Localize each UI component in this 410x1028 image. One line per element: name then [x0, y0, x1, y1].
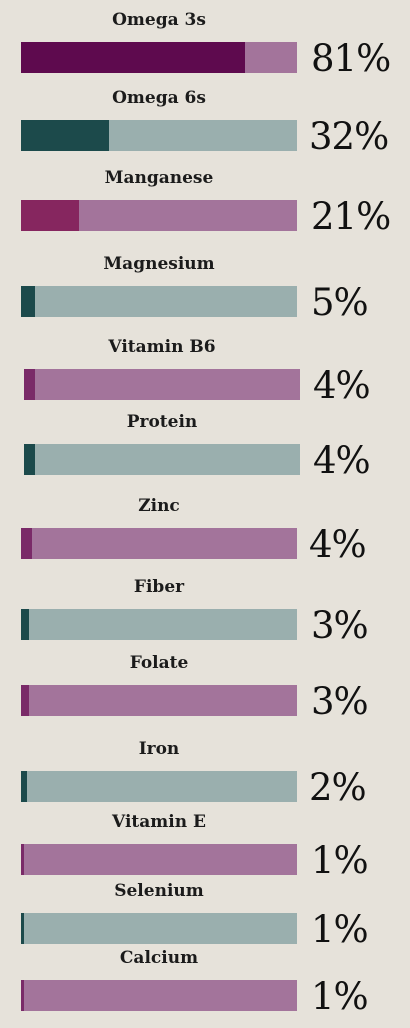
bar-fill — [21, 120, 109, 151]
value-label: 32% — [309, 115, 389, 158]
category-label: Vitamin B6 — [108, 337, 216, 357]
nutrient-row: Folate 3% — [0, 653, 410, 733]
nutrient-row: Omega 3s 81% — [0, 10, 410, 90]
category-label: Protein — [126, 412, 198, 432]
bar-track — [21, 286, 297, 317]
nutrient-row: Vitamin B6 4% — [0, 337, 410, 417]
nutrient-row: Vitamin E 1% — [0, 812, 410, 892]
bar-fill — [21, 771, 27, 802]
value-label: 3% — [311, 680, 369, 723]
nutrient-row: Magnesium 5% — [0, 254, 410, 334]
nutrient-row: Calcium 1% — [0, 948, 410, 1028]
value-label: 5% — [311, 281, 369, 324]
value-label: 81% — [311, 37, 391, 80]
bar-track — [21, 771, 297, 802]
bar-fill — [21, 609, 29, 640]
category-label: Fiber — [133, 577, 185, 597]
nutrient-row: Protein 4% — [0, 412, 410, 492]
bar-track — [21, 200, 297, 231]
value-label: 3% — [311, 604, 369, 647]
bar-fill — [21, 200, 79, 231]
category-label: Folate — [129, 653, 189, 673]
category-label: Selenium — [114, 881, 204, 901]
category-label: Vitamin E — [112, 812, 206, 832]
bar-fill — [21, 685, 29, 716]
bar-track — [21, 685, 297, 716]
category-label: Omega 6s — [112, 88, 206, 108]
bar-track — [21, 913, 297, 944]
bar-fill — [21, 844, 24, 875]
category-label: Omega 3s — [112, 10, 206, 30]
nutrient-row: Zinc 4% — [0, 496, 410, 576]
bar-fill — [21, 42, 245, 73]
value-label: 4% — [313, 439, 371, 482]
category-label: Iron — [138, 739, 180, 759]
nutrient-row: Omega 6s 32% — [0, 88, 410, 168]
bar-fill — [21, 980, 24, 1011]
bar-track — [21, 980, 297, 1011]
category-label: Calcium — [119, 948, 199, 968]
value-label: 21% — [311, 195, 391, 238]
category-label: Manganese — [104, 168, 214, 188]
nutrient-row: Manganese 21% — [0, 168, 410, 248]
bar-track — [21, 42, 297, 73]
bar-fill — [21, 286, 35, 317]
bar-track — [21, 844, 297, 875]
bar-track — [21, 120, 297, 151]
value-label: 1% — [311, 839, 369, 882]
value-label: 4% — [313, 364, 371, 407]
nutrient-row: Fiber 3% — [0, 577, 410, 657]
bar-track — [24, 369, 300, 400]
bar-fill — [21, 528, 32, 559]
category-label: Zinc — [138, 496, 180, 516]
nutrient-row: Iron 2% — [0, 739, 410, 819]
nutrient-row: Selenium 1% — [0, 881, 410, 961]
bar-track — [21, 528, 297, 559]
value-label: 4% — [309, 523, 367, 566]
value-label: 1% — [311, 975, 369, 1018]
bar-fill — [21, 913, 24, 944]
bar-fill — [24, 444, 35, 475]
bar-track — [24, 444, 300, 475]
value-label: 2% — [309, 766, 367, 809]
bar-track — [21, 609, 297, 640]
category-label: Magnesium — [103, 254, 215, 274]
value-label: 1% — [311, 908, 369, 951]
bar-fill — [24, 369, 35, 400]
